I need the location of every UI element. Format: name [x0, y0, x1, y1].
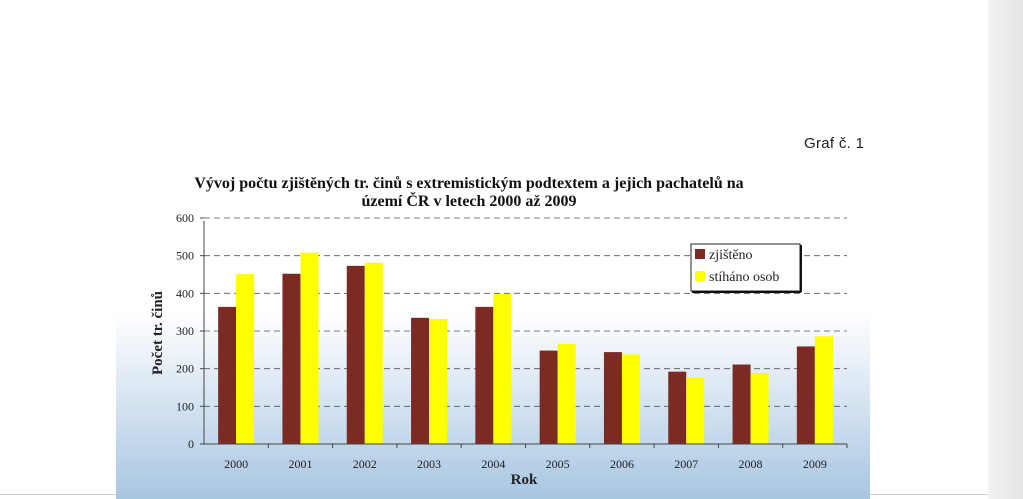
x-tick-label-2008: 2008 [739, 457, 763, 471]
y-axis-title: Počet tr. činů [150, 291, 166, 375]
figure-number-label: Graf č. 1 [804, 135, 865, 152]
x-tick-label-2009: 2009 [803, 457, 827, 471]
bar-zjisteno-2006 [603, 352, 622, 444]
bar-stihano-osob-2002 [364, 262, 383, 444]
chart-title-line-1: Vývoj počtu zjištěných tr. činů s extrem… [194, 175, 743, 192]
x-tick-label-2001: 2001 [288, 457, 312, 471]
y-tick-label: 200 [176, 362, 194, 376]
bar-stihano-osob-2008 [750, 372, 769, 444]
bar-stihano-osob-2003 [429, 318, 448, 444]
legend-swatch-stihano-osob [695, 271, 705, 281]
x-tick-label-2000: 2000 [224, 457, 248, 471]
bar-stihano-osob-2005 [557, 343, 576, 444]
bar-zjisteno-2003 [411, 317, 430, 444]
bar-zjisteno-2007 [668, 371, 687, 444]
bars [218, 252, 833, 444]
y-tick-label: 300 [176, 324, 194, 338]
legend-label-zjisteno: zjištěno [709, 248, 753, 263]
y-tick-label: 500 [176, 249, 194, 263]
bar-zjisteno-2002 [346, 265, 365, 444]
x-axis-title: Rok [511, 472, 538, 488]
page-right-margin [988, 0, 1023, 499]
y-tick-label: 600 [176, 211, 194, 225]
bar-stihano-osob-2007 [686, 377, 705, 444]
y-tick-label: 100 [176, 399, 194, 413]
legend-swatch-zjisteno [695, 249, 705, 259]
y-tick-labels: 0 100 200 300 400 500 600 [176, 211, 204, 451]
x-tick-label-2004: 2004 [481, 457, 505, 471]
x-tick-label-2007: 2007 [674, 457, 698, 471]
legend-label-stihano-osob: stíháno osob [709, 270, 779, 285]
bar-zjisteno-2005 [539, 350, 558, 444]
x-tick-labels: 2000 2001 2002 2003 2004 2005 2006 2007 2008 2009 [224, 444, 848, 471]
x-tick-label-2005: 2005 [546, 457, 570, 471]
x-tick-label-2003: 2003 [417, 457, 441, 471]
bar-zjisteno-2000 [218, 306, 237, 444]
bar-zjisteno-2009 [796, 346, 815, 444]
bar-zjisteno-2004 [475, 306, 494, 444]
bar-stihano-osob-2009 [814, 336, 833, 444]
legend: zjištěno stíháno osob [690, 243, 802, 293]
bar-stihano-osob-2000 [236, 274, 255, 444]
bar-zjisteno-2001 [282, 273, 301, 444]
bar-stihano-osob-2006 [621, 354, 640, 444]
chart-title-line-2: území ČR v letech 2000 až 2009 [361, 191, 576, 210]
x-tick-label-2006: 2006 [610, 457, 634, 471]
y-tick-label: 400 [176, 286, 194, 300]
bar-stihano-osob-2001 [300, 252, 319, 444]
bar-zjisteno-2008 [732, 364, 751, 444]
bar-stihano-osob-2004 [493, 294, 512, 444]
y-tick-label: 0 [188, 437, 194, 451]
x-tick-label-2002: 2002 [353, 457, 377, 471]
